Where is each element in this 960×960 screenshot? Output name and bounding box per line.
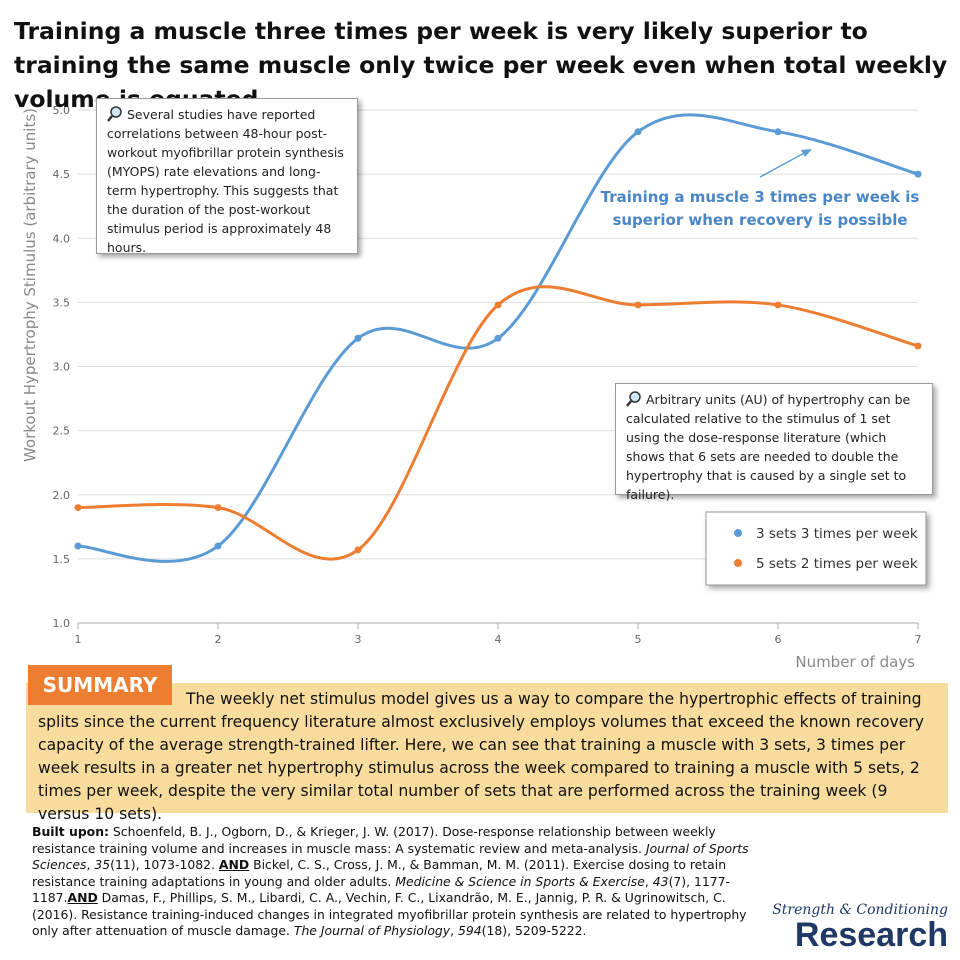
ref: Schoenfeld, B. J., Ogborn, D., & Krieger… [32,824,716,856]
data-point [214,504,222,512]
data-point [74,542,82,550]
data-point [634,301,642,309]
data-point [354,546,362,554]
ref: , [86,857,95,872]
ref: Journal of Sports Sciences [32,840,749,873]
x-tick-label: 3 [355,633,362,646]
y-tick-label: 3.5 [53,296,71,309]
callout: Training a muscle 3 times per week is su… [600,188,920,229]
legend-box [705,511,927,586]
icon [626,391,641,407]
y-tick-label: 4.0 [53,232,71,245]
data-point [634,128,642,136]
y-tick-label: 2.5 [53,425,71,438]
annotation-box: Arbitrary units (AU) of hypertrophy can … [615,383,933,502]
references: Built upon: Schoenfeld, B. J., Ogborn, D… [32,824,937,940]
logo-text: Research [794,916,948,954]
ref: AND [218,857,250,872]
ref: The Journal of Physiology [293,923,451,938]
summary-label: SUMMARY [28,665,172,705]
y-tick-label: 5.0 [53,104,71,117]
legend-marker [734,529,742,537]
ref: (11), 1073-1082. [110,857,219,872]
data-point [214,542,222,550]
ref: Medicine & Science in Sports & Exercise [395,873,645,889]
data-point [774,128,782,136]
x-tick-label: 2 [215,633,222,646]
legend-label: 5 sets 2 times per week [756,556,918,572]
data-point [494,301,502,309]
y-tick-label: 1.5 [53,553,71,566]
ref: 594 [458,923,482,938]
data-point [354,334,362,342]
legend-label: 3 sets 3 times per week [756,526,918,542]
summary-box [26,683,948,813]
icon [107,106,122,122]
ref: 43 [652,873,669,889]
x-tick-label: 4 [495,633,502,646]
arrow [759,150,809,178]
data-point [494,334,502,342]
y-tick-label: 3.0 [53,361,71,374]
annotation: Several studies have reported correlatio… [107,107,344,255]
x-axis-label: Number of days [795,653,915,671]
data-point [914,342,922,350]
x-tick-label: 7 [915,633,922,646]
y-tick-label: 4.5 [53,168,71,181]
y-axis-label: Workout Hypertrophy Stimulus (arbitrary … [21,108,39,462]
x-tick-label: 1 [75,633,82,646]
annotation-box: Several studies have reported correlatio… [96,98,358,255]
x-tick-label: 5 [635,633,642,646]
data-point [914,170,922,178]
y-tick-label: 2.0 [53,489,71,502]
x-tick-label: 6 [775,633,782,646]
legend-marker [734,559,742,567]
ref: (7), 1177-1187. [32,873,730,906]
data-point [74,504,82,512]
ref: , [644,873,653,889]
logo-text: Strength & Conditioning [772,902,948,918]
ref: , [450,923,458,938]
y-tick-label: 1.0 [53,617,71,630]
summary-text: The weekly net stimulus model gives us a… [38,690,924,823]
ref: Built upon: [32,824,109,839]
ref: Damas, F., Phillips, S. M., Libardi, C. … [32,890,747,938]
arrowhead [801,149,812,157]
ref: 35 [94,857,111,872]
ref: Bickel, C. S., Cross, J. M., & Bamman, M… [32,857,727,889]
ref: AND [67,890,98,905]
logo: Strength & Conditioning Research [772,902,948,952]
data-point [774,301,782,309]
ref: (18), 5209-5222. [481,923,587,938]
annotation: Arbitrary units (AU) of hypertrophy can … [626,392,911,502]
